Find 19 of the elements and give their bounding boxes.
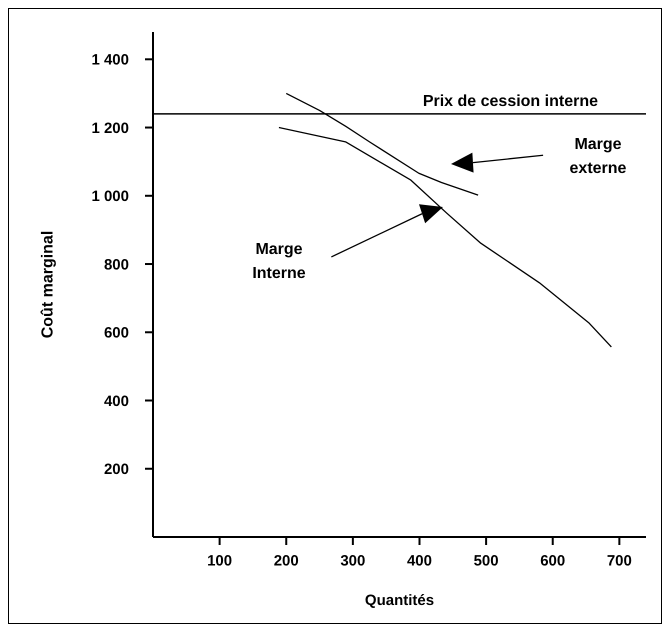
x-axis-title: Quantités: [364, 592, 434, 609]
annotation: Marge externe: [570, 136, 627, 177]
x-tick-label: 300: [340, 552, 366, 570]
annotation: Marge Interne: [252, 241, 306, 282]
x-tick-label: 700: [606, 552, 632, 570]
ref-line-label: Prix de cession interne: [422, 92, 598, 110]
x-tick-label: 200: [274, 552, 299, 570]
y-tick-label: 800: [104, 256, 129, 274]
y-tick-label: 600: [104, 324, 129, 342]
y-tick-label: 200: [104, 461, 129, 478]
x-tick-label: 400: [406, 552, 432, 570]
y-tick-label: 400: [104, 392, 129, 410]
x-tick-label: 500: [474, 552, 499, 570]
y-tick-label: 1 200: [91, 120, 129, 137]
y-tick-label: 1 400: [91, 52, 129, 69]
x-tick-label: 600: [540, 552, 566, 570]
y-tick-label: 1 000: [91, 188, 129, 206]
x-tick-label: 100: [207, 552, 232, 570]
y-axis-title: Coût marginal: [40, 230, 57, 338]
